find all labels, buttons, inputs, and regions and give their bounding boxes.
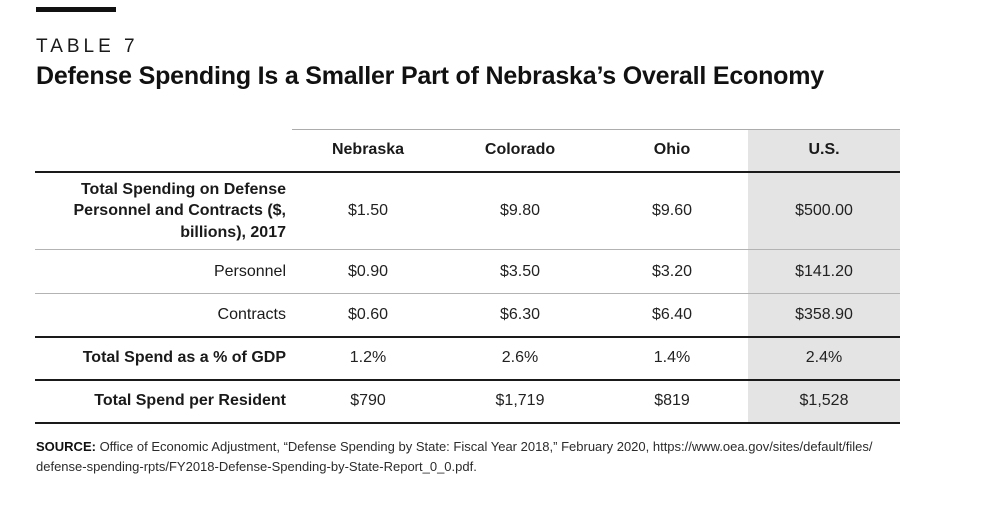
cell-value-us: $358.90 <box>748 293 900 338</box>
cell-value: $3.20 <box>596 249 748 295</box>
row-label: Total Spend as a % of GDP <box>35 336 292 381</box>
row-label: Total Spending on Defense Personnel and … <box>35 171 292 251</box>
cell-value: 1.4% <box>596 336 748 381</box>
cell-value: $790 <box>292 379 444 424</box>
defense-spending-table: Nebraska Colorado Ohio U.S. Total Spendi… <box>35 129 900 424</box>
corner-cell <box>35 129 292 173</box>
table-row-contracts: Contracts $0.60 $6.30 $6.40 $358.90 <box>35 293 900 338</box>
cell-value-us: 2.4% <box>748 336 900 381</box>
source-note: SOURCE: Office of Economic Adjustment, “… <box>36 437 981 477</box>
cell-value: $1.50 <box>292 171 444 251</box>
cell-value: $6.30 <box>444 293 596 338</box>
row-label: Personnel <box>35 249 292 295</box>
table-title: Defense Spending Is a Smaller Part of Ne… <box>36 62 824 90</box>
source-text-line2: defense-spending-rpts/FY2018-Defense-Spe… <box>36 459 477 475</box>
source-text-line1: Office of Economic Adjustment, “Defense … <box>95 439 873 454</box>
header-row: Nebraska Colorado Ohio U.S. <box>35 129 900 173</box>
column-header-nebraska: Nebraska <box>292 129 444 173</box>
cell-value: $9.80 <box>444 171 596 251</box>
cell-value: $9.60 <box>596 171 748 251</box>
cell-value: $819 <box>596 379 748 424</box>
table-row-per-resident: Total Spend per Resident $790 $1,719 $81… <box>35 379 900 424</box>
column-header-colorado: Colorado <box>444 129 596 173</box>
row-label: Total Spend per Resident <box>35 379 292 424</box>
cell-value: $1,719 <box>444 379 596 424</box>
cell-value: $0.90 <box>292 249 444 295</box>
table-row-pct-gdp: Total Spend as a % of GDP 1.2% 2.6% 1.4%… <box>35 336 900 381</box>
table-number-kicker: TABLE 7 <box>36 36 139 57</box>
cell-value-us: $500.00 <box>748 171 900 251</box>
section-rule <box>36 7 116 12</box>
column-header-ohio: Ohio <box>596 129 748 173</box>
table-row-personnel: Personnel $0.90 $3.50 $3.20 $141.20 <box>35 249 900 295</box>
cell-value: $6.40 <box>596 293 748 338</box>
cell-value: $3.50 <box>444 249 596 295</box>
row-label: Contracts <box>35 293 292 338</box>
column-header-us: U.S. <box>748 129 900 173</box>
cell-value-us: $1,528 <box>748 379 900 424</box>
table-row-total-spending: Total Spending on Defense Personnel and … <box>35 171 900 251</box>
cell-value: 2.6% <box>444 336 596 381</box>
cell-value: $0.60 <box>292 293 444 338</box>
cell-value-us: $141.20 <box>748 249 900 295</box>
source-label: SOURCE: <box>36 439 96 454</box>
cell-value: 1.2% <box>292 336 444 381</box>
